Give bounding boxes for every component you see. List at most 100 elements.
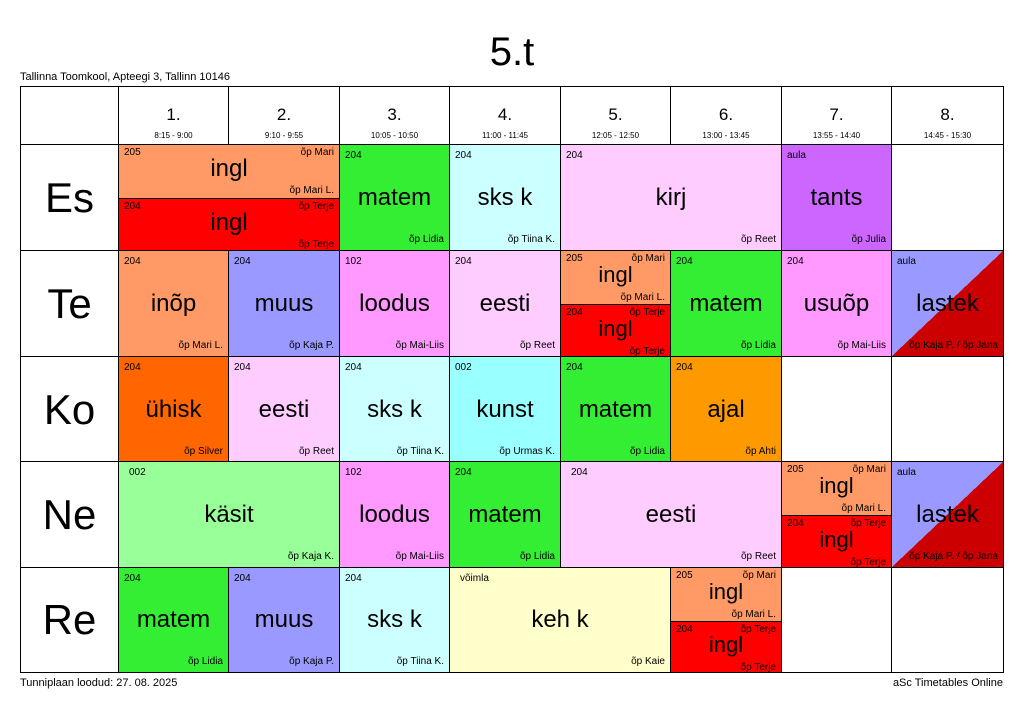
day-label-es: Es xyxy=(20,144,119,251)
day-label-te: Te xyxy=(20,250,119,357)
teacher-label: õp Terje xyxy=(740,624,776,635)
lesson-re-3[interactable]: 204 sks k õp Tiina K. xyxy=(339,567,450,673)
period-header-8: 8. 14:45 - 15:30 xyxy=(891,86,1004,145)
room-label: 204 xyxy=(124,362,141,373)
subject-label: usuõp xyxy=(803,289,870,317)
subject-label: lastek xyxy=(916,289,979,317)
period-header-7: 7. 13:55 - 14:40 xyxy=(781,86,892,145)
lesson-te-5-split[interactable]: 205 õp Mari ingl õp Mari L. 204 õp Terje… xyxy=(560,250,671,357)
lesson-es-1-2-split[interactable]: 205 õp Mari ingl õp Mari L. 204 õp Terje… xyxy=(118,144,340,251)
lesson-ko-2[interactable]: 204 eesti õp Reet xyxy=(228,356,340,463)
period-time: 14:45 - 15:30 xyxy=(923,131,972,140)
period-time: 11:00 - 11:45 xyxy=(482,131,528,140)
room-label: 204 xyxy=(566,307,583,318)
empty-cell-ko-8 xyxy=(891,356,1004,463)
teacher-label: õp Reet xyxy=(740,551,776,562)
period-number: 2. xyxy=(276,105,292,124)
timetable-grid: 1. 8:15 - 9:00 2. 9:10 - 9:55 3. 10:05 -… xyxy=(20,86,1004,673)
lesson-ko-1[interactable]: 204 ühisk õp Silver xyxy=(118,356,229,463)
lesson-ko-5[interactable]: 204 matem õp Lidia xyxy=(560,356,671,463)
room-label: 204 xyxy=(787,518,804,529)
room-label: 205 xyxy=(566,253,583,264)
teacher-label: õp Mari L. xyxy=(731,609,776,620)
lesson-ne-7-split[interactable]: 205 õp Mari ingl õp Mari L. 204 õp Terje… xyxy=(781,461,892,568)
subject-label: matem xyxy=(357,183,432,211)
lesson-te-3[interactable]: 102 loodus õp Mai-Liis xyxy=(339,250,450,357)
group-2-half: 204 õp Terje ingl õp Terje xyxy=(119,198,339,250)
teacher-label: õp Reet xyxy=(298,446,334,457)
day-label-re: Re xyxy=(20,567,119,673)
room-label: 204 xyxy=(234,256,251,267)
lesson-re-4-5[interactable]: võimla keh k õp Kaie xyxy=(449,567,671,673)
room-label: 205 xyxy=(787,464,804,475)
subject-label: loodus xyxy=(359,289,430,317)
period-time: 8:15 - 9:00 xyxy=(154,131,193,140)
period-number: 7. xyxy=(829,105,844,124)
lesson-te-1[interactable]: 204 inõp õp Mari L. xyxy=(118,250,229,357)
room-label: 204 xyxy=(345,362,362,373)
teacher-label: õp Kaja P. / õp Jana xyxy=(909,551,998,562)
lesson-es-7[interactable]: aula tants õp Julia xyxy=(781,144,892,251)
lesson-ne-5-6[interactable]: 204 eesti õp Reet xyxy=(560,461,782,568)
lesson-ko-6[interactable]: 204 ajal õp Ahti xyxy=(670,356,782,463)
lesson-es-5-6[interactable]: 204 kirj õp Reet xyxy=(560,144,782,251)
subject-label: ingl xyxy=(598,261,633,287)
period-number: 1. xyxy=(166,105,181,124)
lesson-re-6-split[interactable]: 205 õp Mari ingl õp Mari L. 204 õp Terje… xyxy=(670,567,782,673)
lesson-te-4[interactable]: 204 eesti õp Reet xyxy=(449,250,561,357)
lesson-es-4[interactable]: 204 sks k õp Tiina K. xyxy=(449,144,561,251)
lesson-te-7[interactable]: 204 usuõp õp Mai-Liis xyxy=(781,250,892,357)
day-label-ko: Ko xyxy=(20,356,119,463)
period-header-3: 3. 10:05 - 10:50 xyxy=(339,86,450,145)
subject-label: eesti xyxy=(645,500,697,528)
subject-label: ühisk xyxy=(145,395,202,423)
lesson-re-1[interactable]: 204 matem õp Lidia xyxy=(118,567,229,673)
lesson-ne-8[interactable]: aula lastek õp Kaja P. / õp Jana xyxy=(891,461,1004,568)
lesson-ko-3[interactable]: 204 sks k õp Tiina K. xyxy=(339,356,450,463)
room-label: 204 xyxy=(676,362,693,373)
subject-label: ingl xyxy=(598,315,633,341)
lesson-te-8[interactable]: aula lastek õp Kaja P. / õp Jana xyxy=(891,250,1004,357)
period-number: 6. xyxy=(718,105,734,124)
teacher-label: õp Kaie xyxy=(631,656,665,667)
room-label: 102 xyxy=(345,467,362,478)
generator-credit: aSc Timetables Online xyxy=(892,677,1003,689)
corner-cell xyxy=(20,86,119,145)
room-label: 204 xyxy=(345,573,362,584)
teacher-label: õp Julia xyxy=(851,234,886,245)
subject-label: matem xyxy=(689,289,763,317)
subject-label: ingl xyxy=(819,472,854,498)
room-label: 204 xyxy=(787,256,804,267)
lesson-es-3[interactable]: 204 matem õp Lidia xyxy=(339,144,450,251)
lesson-ko-4[interactable]: 002 kunst õp Urmas K. xyxy=(449,356,561,463)
lesson-ne-1-2[interactable]: 002 käsit õp Kaja K. xyxy=(118,461,340,568)
lesson-te-6[interactable]: 204 matem õp Lidia xyxy=(670,250,782,357)
teacher-label: õp Terje xyxy=(629,346,665,357)
teacher-label: õp Lidia xyxy=(740,340,776,351)
subject-label: keh k xyxy=(531,606,589,633)
subject-label: sks k xyxy=(367,606,422,633)
subject-label: inõp xyxy=(150,289,197,317)
teacher-label: õp Kaja P. / õp Jana xyxy=(909,340,998,351)
subject-label: lastek xyxy=(916,500,979,528)
lesson-re-2[interactable]: 204 muus õp Kaja P. xyxy=(228,567,340,673)
teacher-label: õp Kaja P. xyxy=(289,656,334,667)
period-number: 3. xyxy=(387,105,402,124)
subject-label: loodus xyxy=(359,500,430,528)
lesson-ne-4[interactable]: 204 matem õp Lidia xyxy=(449,461,561,568)
empty-cell-re-8 xyxy=(891,567,1004,673)
room-label: 204 xyxy=(455,150,472,161)
teacher-label: õp Reet xyxy=(740,234,776,245)
room-label: võimla xyxy=(460,573,489,584)
group-1-half: 205 õp Mari ingl õp Mari L. xyxy=(119,145,339,198)
teacher-label: õp Terje xyxy=(629,307,665,318)
subject-label: sks k xyxy=(477,183,533,211)
teacher-label: õp Tiina K. xyxy=(507,234,555,245)
subject-label: matem xyxy=(578,395,653,423)
room-label: 204 xyxy=(566,150,583,161)
lesson-ne-3[interactable]: 102 loodus õp Mai-Liis xyxy=(339,461,450,568)
lesson-te-2[interactable]: 204 muus õp Kaja P. xyxy=(228,250,340,357)
room-label: 204 xyxy=(234,362,251,373)
room-label: 205 xyxy=(676,570,693,581)
teacher-label: õp Terje xyxy=(850,557,886,568)
